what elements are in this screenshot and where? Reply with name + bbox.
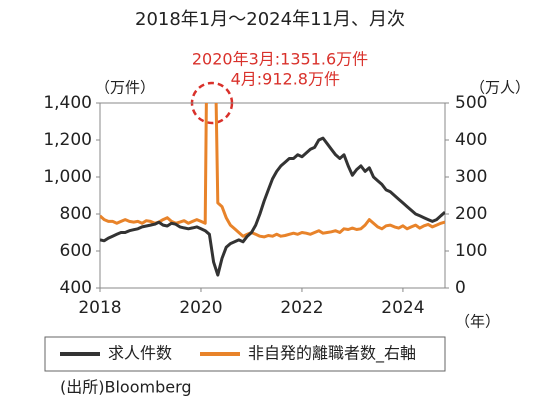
y2-tick-label: 300 — [455, 167, 487, 187]
y2-axis-label: （万人） — [470, 79, 530, 97]
x-tick-label: 2018 — [78, 298, 121, 318]
legend-box — [44, 336, 446, 372]
annotation: 2020年3月:1351.6万件 — [192, 50, 368, 69]
chart-title: 2018年1月～2024年11月、月次 — [135, 9, 405, 30]
x-tick-label: 2020 — [179, 298, 222, 318]
series-line — [100, 103, 445, 239]
annotation: 4月:912.8万件 — [231, 70, 340, 89]
y-tick-label: 1,400 — [43, 93, 92, 113]
plot-frame — [99, 102, 446, 289]
y-tick-label: 1,000 — [43, 167, 92, 187]
y-tick-label: 800 — [60, 204, 92, 224]
y2-tick-label: 0 — [455, 278, 466, 298]
source: (出所)Bloomberg — [60, 378, 192, 397]
y2-tick-label: 400 — [455, 130, 487, 150]
y2-tick-label: 500 — [455, 93, 487, 113]
y2-tick-label: 100 — [455, 241, 487, 261]
y-tick-label: 600 — [60, 241, 92, 261]
y2-tick-label: 200 — [455, 204, 487, 224]
y-tick-label: 400 — [60, 278, 92, 298]
series-line — [100, 136, 445, 277]
x-tick-label: 2022 — [280, 298, 323, 318]
plot-area — [100, 103, 445, 277]
legend-label: 非自発的離職者数_右軸 — [248, 344, 416, 364]
y-axis-label: （万件） — [95, 79, 155, 97]
x-axis-label: （年） — [455, 313, 500, 331]
y-tick-label: 1,200 — [43, 130, 92, 150]
x-tick-label: 2024 — [381, 298, 424, 318]
legend-label: 求人件数 — [108, 344, 172, 363]
